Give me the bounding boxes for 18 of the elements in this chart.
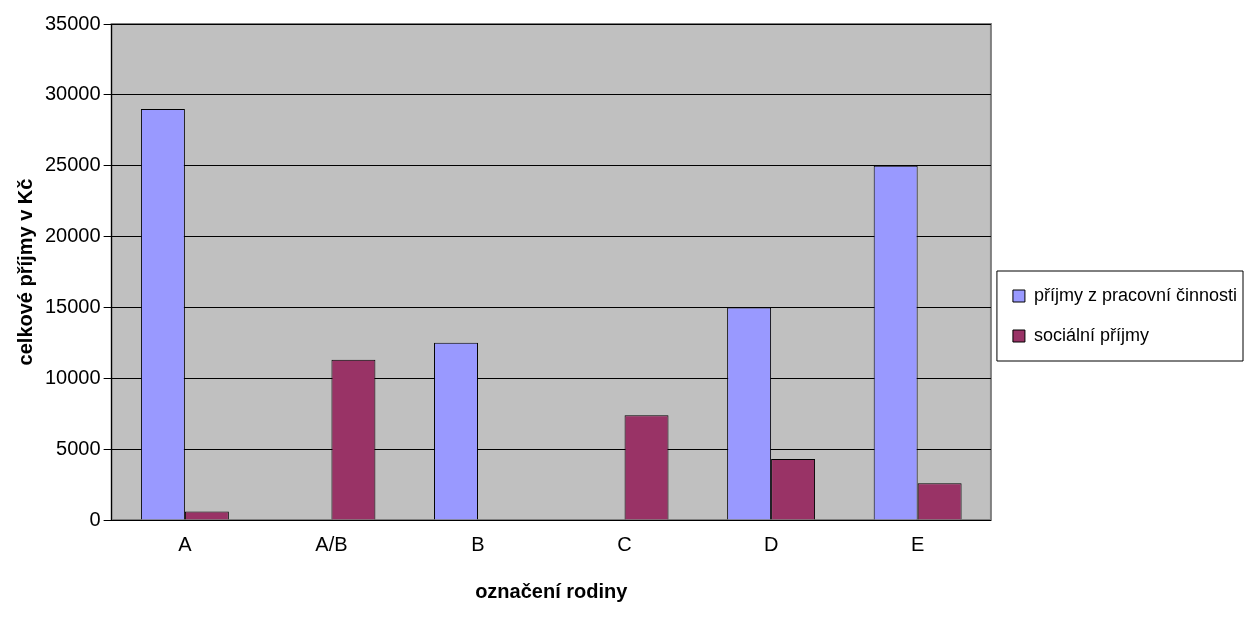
y-tick-label: 15000 (44, 294, 101, 317)
y-tick-label: 35000 (44, 11, 101, 34)
y-axis-title: celkové příjmy v Kč (13, 178, 36, 366)
x-tick-label: B (471, 532, 485, 555)
y-tick-label: 0 (89, 507, 101, 530)
x-tick-label: E (910, 532, 925, 555)
x-axis-title: označení rodiny (475, 579, 629, 602)
y-tick-label: 20000 (44, 224, 101, 247)
y-tick-label: 5000 (56, 436, 101, 459)
x-tick-label: A (178, 532, 193, 555)
y-tick-label: 10000 (44, 365, 101, 388)
y-tick-label: 30000 (44, 82, 101, 105)
x-tick-label: D (763, 532, 779, 555)
y-tick-label: 25000 (44, 153, 101, 176)
x-tick-label: C (617, 532, 632, 555)
x-tick-label: A/B (315, 532, 348, 555)
legend-label: sociální příjmy (1033, 324, 1149, 345)
legend-label: příjmy z pracovní činnosti (1033, 284, 1238, 305)
